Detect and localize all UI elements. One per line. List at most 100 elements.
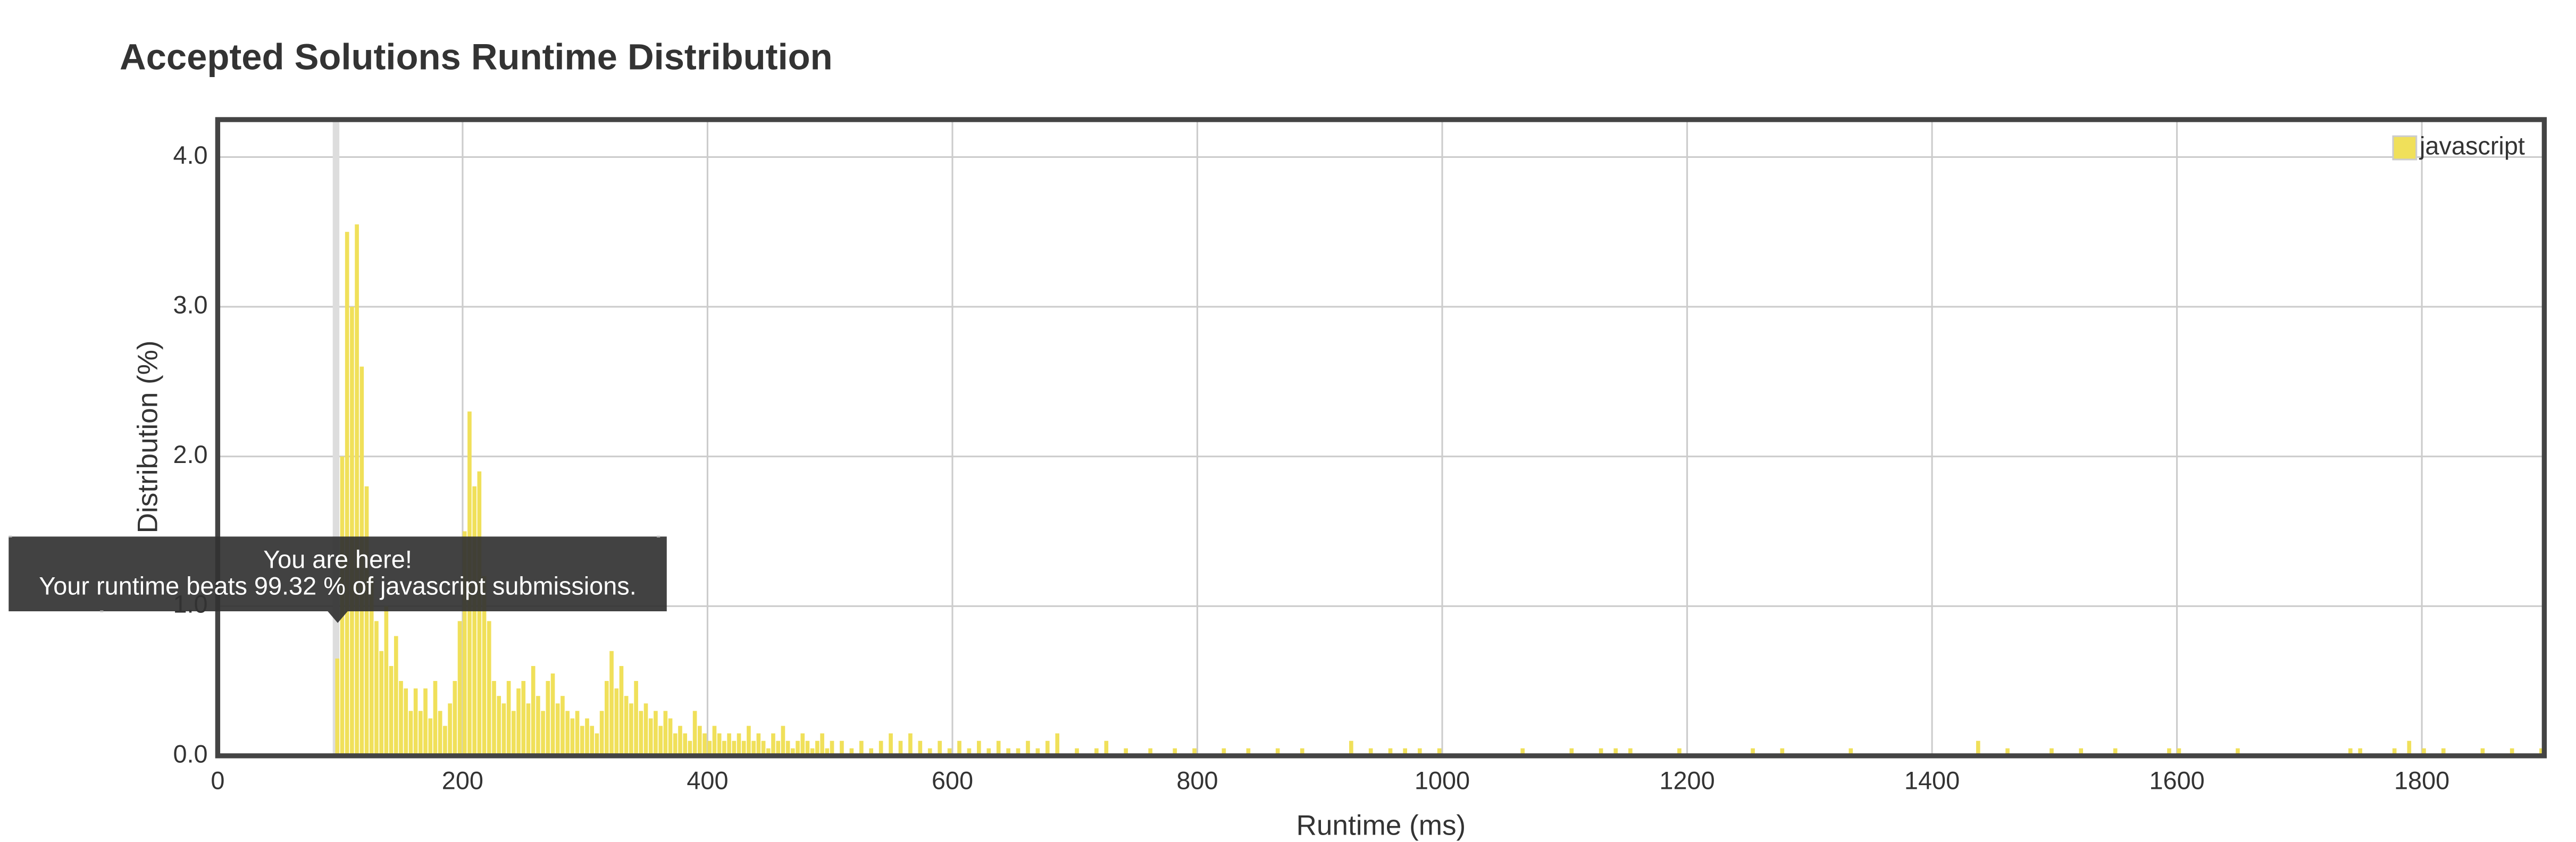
x-tick-label: 1600 xyxy=(2149,767,2204,794)
bar xyxy=(791,748,795,756)
bar xyxy=(1388,748,1393,756)
bar xyxy=(580,726,584,756)
bar xyxy=(810,748,815,756)
bar xyxy=(550,673,555,756)
bar xyxy=(335,658,340,756)
bar xyxy=(2005,748,2010,756)
bar xyxy=(2236,748,2240,756)
bar xyxy=(1148,748,1153,756)
bar xyxy=(707,740,712,756)
bar xyxy=(448,703,452,756)
bar xyxy=(2348,748,2353,756)
bar xyxy=(2177,748,2181,756)
x-tick-label: 600 xyxy=(932,767,973,794)
bar xyxy=(423,688,428,756)
x-tick-label: 1000 xyxy=(1415,767,1470,794)
tooltip: You are here!Your runtime beats 99.32 % … xyxy=(7,535,668,623)
bar xyxy=(673,733,678,756)
bar xyxy=(1026,740,1030,756)
bar xyxy=(688,740,692,756)
x-tick-label: 800 xyxy=(1176,767,1218,794)
bar xyxy=(487,621,491,756)
x-tick-label: 400 xyxy=(687,767,728,794)
bar xyxy=(785,740,790,756)
bar xyxy=(648,718,653,756)
bar xyxy=(394,636,398,756)
bar xyxy=(1780,748,1785,756)
bar xyxy=(957,740,961,756)
bar xyxy=(967,748,972,756)
bar xyxy=(634,681,638,756)
bar xyxy=(565,711,570,756)
bar xyxy=(1437,748,1442,756)
x-tick-label: 200 xyxy=(442,767,483,794)
bar xyxy=(1104,740,1109,756)
bar xyxy=(506,681,511,756)
bar xyxy=(1055,733,1060,756)
bar xyxy=(462,531,467,756)
bar xyxy=(1569,748,1574,756)
bar xyxy=(825,748,830,756)
bar xyxy=(413,688,418,756)
bar xyxy=(727,733,731,756)
bar xyxy=(374,621,379,756)
bar xyxy=(379,651,383,756)
bar xyxy=(497,696,501,756)
bar xyxy=(879,740,883,756)
bar xyxy=(546,681,550,756)
bar xyxy=(761,740,766,756)
bar xyxy=(541,711,545,756)
bar xyxy=(605,681,609,756)
bar xyxy=(1222,748,1226,756)
x-tick-label: 1400 xyxy=(1904,767,1960,794)
bar xyxy=(1628,748,1633,756)
bar xyxy=(751,740,756,756)
bar xyxy=(2407,740,2412,756)
bar xyxy=(830,740,834,756)
bar xyxy=(364,486,369,756)
plot-frame xyxy=(215,117,2547,759)
legend-swatch xyxy=(2392,135,2418,161)
bar xyxy=(1075,748,1079,756)
bar xyxy=(737,733,741,756)
bar xyxy=(2113,748,2118,756)
chart-title: Accepted Solutions Runtime Distribution xyxy=(120,37,833,78)
y-axis-label: Distribution (%) xyxy=(132,340,163,533)
tooltip-title: You are here! xyxy=(263,546,412,574)
bar xyxy=(771,733,775,756)
bar xyxy=(501,703,506,756)
bar xyxy=(526,703,531,756)
bar xyxy=(512,711,516,756)
bar xyxy=(555,703,560,756)
bar xyxy=(747,726,751,756)
bar xyxy=(575,711,580,756)
bar xyxy=(800,733,805,756)
bar xyxy=(805,740,810,756)
bar xyxy=(840,740,844,756)
bar xyxy=(1045,740,1050,756)
y-tick-label: 2.0 xyxy=(173,441,207,468)
bar xyxy=(1677,748,1682,756)
bar xyxy=(1417,748,1422,756)
bar xyxy=(741,740,746,756)
bar xyxy=(702,733,707,756)
bar xyxy=(668,718,673,756)
bar xyxy=(643,703,648,756)
legend-label: javascript xyxy=(2419,132,2525,159)
bar xyxy=(898,740,903,756)
bar xyxy=(536,696,540,756)
bar xyxy=(938,740,942,756)
bar xyxy=(1173,748,1177,756)
bar xyxy=(1613,748,1618,756)
bar xyxy=(678,726,682,756)
bar xyxy=(590,726,595,756)
bar xyxy=(908,733,913,756)
bar xyxy=(2167,748,2171,756)
bar xyxy=(619,666,624,756)
bar xyxy=(629,703,633,756)
bar xyxy=(717,733,722,756)
bar xyxy=(815,740,819,756)
bar xyxy=(658,726,663,756)
bar xyxy=(585,718,589,756)
